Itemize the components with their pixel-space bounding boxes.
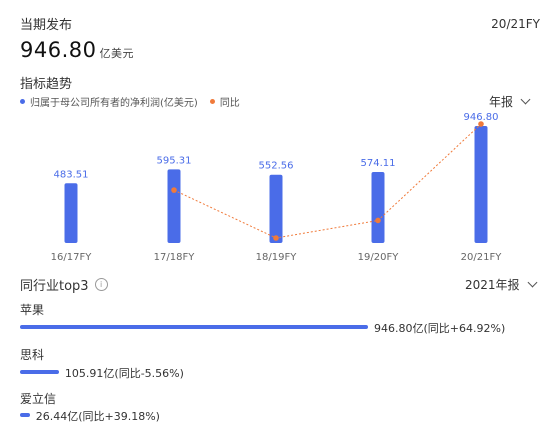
fiscal-year-label: 20/21FY bbox=[491, 17, 540, 31]
yoy-point bbox=[375, 217, 381, 224]
peer-name: 苹果 bbox=[20, 303, 45, 317]
peer-year-select[interactable]: 2021年报 bbox=[465, 276, 537, 293]
period-select[interactable]: 年报 bbox=[489, 93, 531, 110]
bar-data-label: 595.31 bbox=[157, 155, 192, 166]
chart-bar bbox=[269, 174, 283, 243]
peer-value: 26.44亿(同比+39.18%) bbox=[35, 410, 160, 423]
yoy-point bbox=[478, 121, 484, 127]
x-tick-label: 20/21FY bbox=[461, 252, 503, 263]
chart-bar bbox=[64, 183, 78, 243]
chart-bar bbox=[371, 172, 385, 243]
chart-bar bbox=[167, 169, 181, 243]
headline-value: 946.80 亿美元 bbox=[20, 38, 134, 62]
info-icon[interactable]: i bbox=[94, 278, 108, 291]
legend-bar-swatch bbox=[20, 99, 25, 104]
x-tick-label: 19/20FY bbox=[358, 252, 400, 263]
headline-unit: 亿美元 bbox=[99, 47, 134, 60]
peer-bar bbox=[20, 325, 368, 329]
legend-series1-label: 归属于母公司所有者的净利润(亿美元) bbox=[30, 98, 198, 109]
x-tick-label: 16/17FY bbox=[51, 252, 93, 263]
headline-number: 946.80 bbox=[20, 38, 97, 62]
trend-chart: 483.51 595.31 552.56 574.11 946.80 16/17FY 17/… bbox=[51, 112, 503, 263]
peer-section-title: 同行业top3 i bbox=[20, 275, 108, 294]
bar-data-label: 483.51 bbox=[54, 169, 89, 180]
bar-data-label: 946.80 bbox=[464, 112, 499, 123]
peer-name: 思科 bbox=[20, 348, 45, 362]
chart-legend: 归属于母公司所有者的净利润(亿美元) 同比 bbox=[20, 94, 240, 109]
legend-line-swatch bbox=[209, 99, 215, 104]
peer-year-label: 2021年报 bbox=[465, 278, 520, 292]
bar-data-label: 552.56 bbox=[259, 161, 294, 172]
chevron-down-icon bbox=[527, 277, 537, 288]
yoy-point bbox=[171, 187, 177, 193]
peer-bar bbox=[20, 370, 59, 374]
yoy-line bbox=[173, 123, 482, 239]
legend-series2-label: 同比 bbox=[219, 98, 240, 109]
bar-data-label: 574.11 bbox=[361, 158, 396, 169]
trend-title: 指标趋势 bbox=[20, 77, 73, 92]
peer-title-label: 同行业top3 bbox=[20, 279, 89, 294]
period-select-label: 年报 bbox=[489, 95, 514, 109]
peer-value: 946.80亿(同比+64.92%) bbox=[374, 322, 506, 335]
yoy-point bbox=[273, 235, 279, 241]
latest-release-label: 当期发布 bbox=[20, 18, 73, 33]
x-tick-label: 18/19FY bbox=[256, 252, 298, 263]
chart-bar bbox=[474, 126, 488, 243]
peer-bar bbox=[20, 413, 30, 417]
peer-name: 爱立信 bbox=[20, 392, 57, 406]
peer-value: 105.91亿(同比-5.56%) bbox=[64, 367, 184, 380]
x-tick-label: 17/18FY bbox=[154, 252, 196, 263]
